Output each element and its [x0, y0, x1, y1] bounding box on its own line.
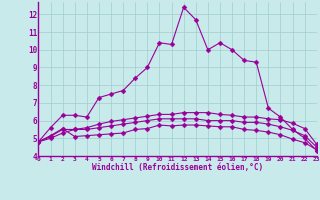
X-axis label: Windchill (Refroidissement éolien,°C): Windchill (Refroidissement éolien,°C): [92, 163, 263, 172]
